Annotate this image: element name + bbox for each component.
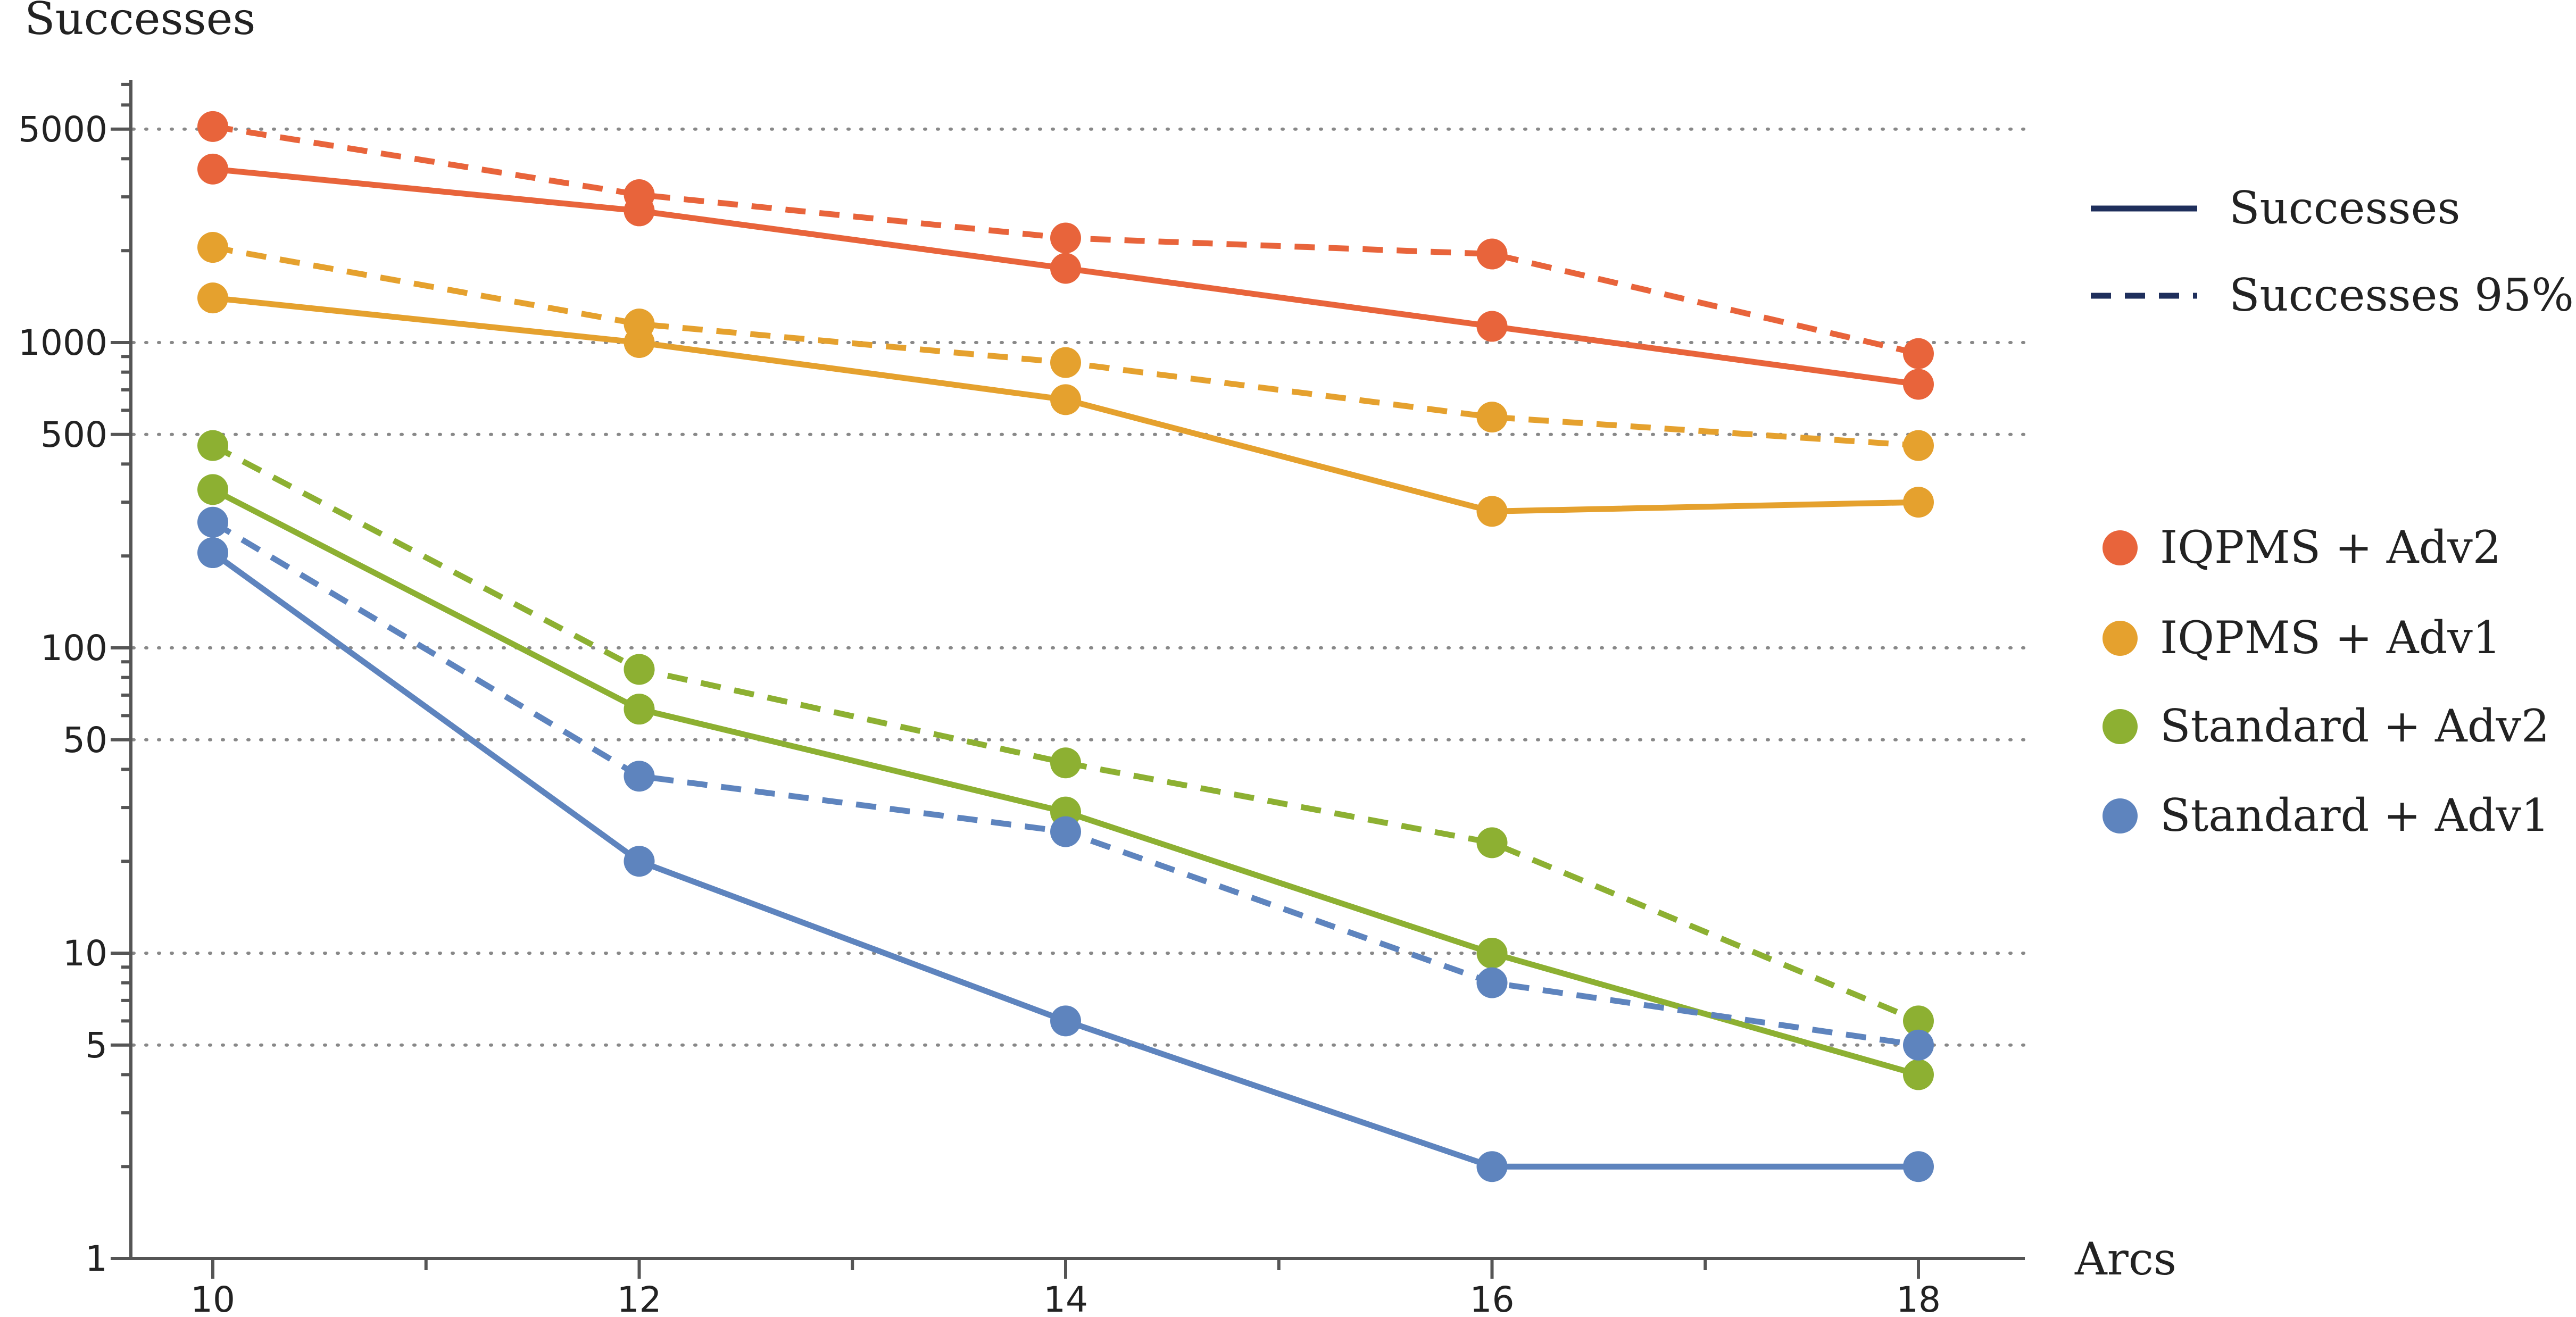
data-point (1476, 1151, 1508, 1182)
data-point (197, 537, 228, 569)
data-point (197, 506, 228, 538)
legend-marker (2103, 530, 2138, 565)
data-point (1476, 402, 1508, 433)
data-point (197, 232, 228, 263)
data-point (624, 654, 655, 685)
data-point (197, 474, 228, 505)
y-tick-label: 50 (63, 720, 107, 761)
y-tick-label: 5 (85, 1025, 107, 1066)
axes (129, 80, 2025, 1260)
data-point (1476, 496, 1508, 527)
data-point (197, 430, 228, 461)
x-axis-label: Arcs (2074, 1233, 2176, 1285)
x-tick-label: 16 (1470, 1279, 1515, 1317)
y-tick-label: 10 (63, 933, 107, 974)
data-point (624, 761, 655, 792)
legend-label: IQPMS + Adv2 (2160, 521, 2501, 573)
data-point (1903, 430, 1934, 461)
data-point (624, 846, 655, 877)
data-point (1050, 222, 1081, 254)
data-point (1050, 347, 1081, 378)
data-point (1903, 1029, 1934, 1061)
legend-label: Successes 95% (2229, 269, 2574, 321)
legend-marker (2103, 798, 2138, 833)
legend-marker (2103, 709, 2138, 744)
y-tick-label: 1 (85, 1238, 107, 1279)
y-tick-label: 100 (40, 628, 107, 669)
data-point (1903, 369, 1934, 400)
data-point (1050, 1005, 1081, 1037)
series-legend: IQPMS + Adv2 IQPMS + Adv1 Standard + Adv2 S… (2103, 521, 2549, 841)
data-point (1903, 487, 1934, 518)
data-point (1903, 1151, 1934, 1182)
y-tick-label: 1000 (18, 322, 107, 363)
axis-ticks: 1 5 10 50 100 500 1000 5000 10 12 14 16 18 (18, 82, 1941, 1317)
data-point (1050, 253, 1081, 284)
line-style-legend: Successes Successes 95% (2091, 182, 2574, 321)
data-point (1903, 1005, 1934, 1037)
legend-label: Standard + Adv2 (2160, 700, 2549, 752)
legend-label: Standard + Adv1 (2160, 789, 2549, 841)
x-tick-label: 18 (1896, 1279, 1941, 1317)
data-point (624, 309, 655, 340)
x-tick-label: 14 (1043, 1279, 1088, 1317)
data-point (1476, 238, 1508, 270)
data-point (1050, 384, 1081, 415)
legend-label: Successes (2229, 182, 2460, 234)
data-point (197, 111, 228, 142)
data-point (1476, 938, 1508, 969)
legend-label: IQPMS + Adv1 (2160, 612, 2501, 664)
data-point (1050, 747, 1081, 779)
data-point (1476, 827, 1508, 858)
data-point (624, 179, 655, 211)
x-tick-label: 12 (617, 1279, 662, 1317)
data-point (197, 153, 228, 185)
data-point (1050, 816, 1081, 847)
data-point (197, 282, 228, 314)
series-line (211, 550, 1918, 1170)
data-point (1476, 311, 1508, 342)
grid-lines (131, 127, 2026, 1047)
legend-marker (2103, 621, 2138, 656)
series-line (211, 520, 1919, 1048)
data-point (624, 694, 655, 725)
data-point (1903, 338, 1934, 369)
y-axis-label: Successes (24, 0, 255, 45)
y-tick-label: 500 (40, 414, 107, 455)
y-tick-label: 5000 (18, 109, 107, 150)
data-point (1903, 1059, 1934, 1090)
data-point (1476, 967, 1508, 998)
series-line (211, 443, 1920, 1024)
series-points (197, 111, 1934, 1182)
x-tick-label: 10 (190, 1279, 235, 1317)
